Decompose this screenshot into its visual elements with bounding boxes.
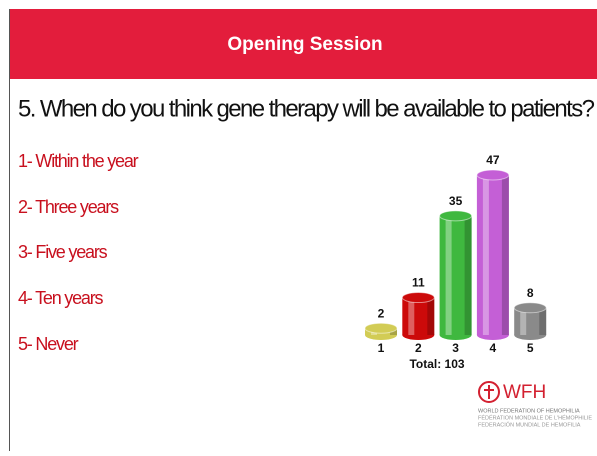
question: 5. When do you think gene therapy will b…	[18, 95, 595, 122]
logo: WFH WORLD FEDERATION OF HEMOPHILIA FÉDÉR…	[478, 381, 592, 428]
bar-top	[401, 292, 435, 304]
bar-shade	[539, 307, 547, 335]
x-tick-label: 4	[490, 341, 497, 355]
logo-icon	[478, 381, 500, 403]
bar	[439, 215, 472, 335]
value-label: 2	[378, 306, 385, 320]
x-tick-label: 5	[527, 341, 534, 355]
value-label: 47	[486, 153, 500, 167]
header-bar	[9, 9, 597, 79]
total-label: Total: 103	[409, 357, 464, 371]
logo-line: FÉDÉRATION MONDIALE DE L'HÉMOPHILIE	[478, 414, 592, 421]
bar-top	[513, 302, 547, 314]
option: 2- Three years	[18, 197, 119, 217]
x-tick-label: 2	[415, 341, 422, 355]
logo-line: WORLD FEDERATION OF HEMOPHILIA	[478, 408, 580, 414]
bar-highlight	[408, 297, 415, 335]
option: 5- Never	[18, 334, 79, 354]
value-label: 35	[449, 194, 463, 208]
bar	[402, 297, 435, 335]
option: 1- Within the year	[18, 151, 139, 171]
logo-line: FEDERACIÓN MUNDIAL DE HEMOFILIA	[478, 421, 581, 428]
bar-highlight	[445, 215, 452, 335]
x-tick-label: 3	[452, 341, 459, 355]
bar-shade	[501, 175, 509, 335]
bar-shade	[464, 215, 472, 335]
logo-name: WFH	[503, 382, 546, 403]
value-label: 8	[527, 286, 534, 300]
bar-highlight	[482, 175, 489, 335]
bar-shade	[427, 297, 435, 335]
logo-icon	[484, 385, 494, 399]
x-tick-label: 1	[378, 341, 385, 355]
header-title: Opening Session	[227, 34, 382, 55]
bar-top	[364, 322, 398, 334]
bar-top	[439, 210, 473, 222]
option: 4- Ten years	[18, 288, 104, 308]
bar	[476, 175, 509, 335]
bar-top	[476, 169, 510, 181]
option: 3- Five years	[18, 242, 108, 262]
bar-highlight	[520, 307, 527, 335]
value-label: 11	[412, 276, 425, 290]
